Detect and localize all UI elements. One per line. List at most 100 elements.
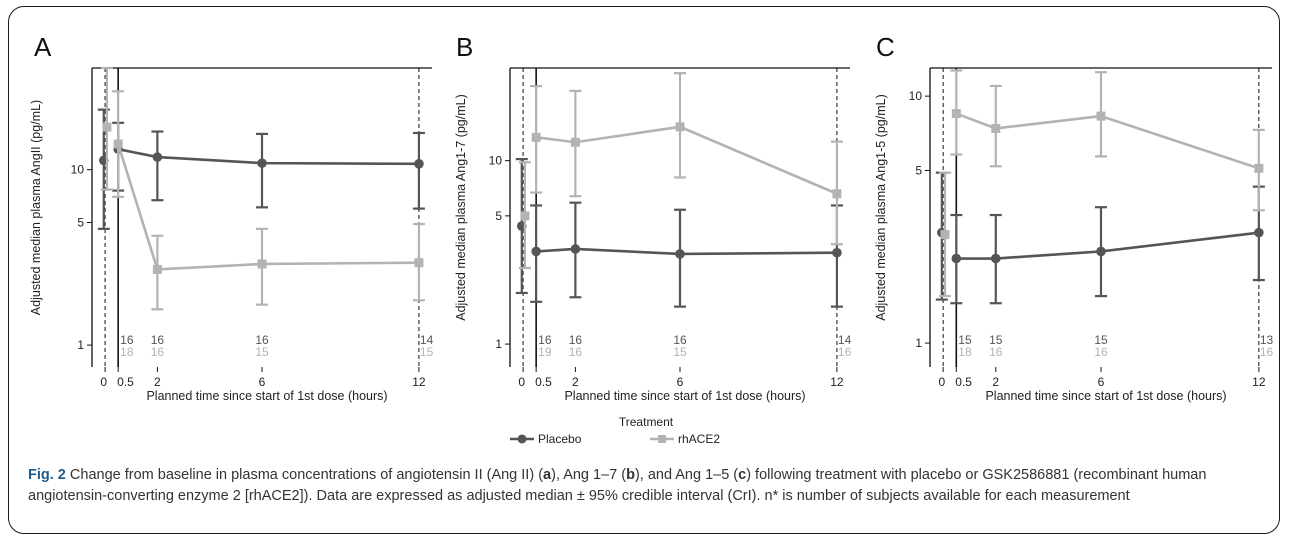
panel-b-point-rhace2	[520, 211, 530, 221]
panel-b-n-label-rhace2: 16	[569, 345, 583, 359]
panel-b-letter: B	[456, 32, 473, 62]
panel-a-point-placebo	[257, 158, 267, 168]
panel-c-point-placebo	[1254, 227, 1264, 238]
caption-panel-ref-c: c	[738, 467, 747, 483]
panel-a-point-placebo	[152, 152, 163, 162]
panel-b-n-label-placebo: 14	[838, 333, 852, 347]
panel-b-x-axis-title: Planned time since start of 1st dose (ho…	[564, 389, 805, 403]
panel-a-y-tick-label: 10	[71, 163, 85, 177]
panel-a-x-tick-label: 12	[412, 375, 426, 389]
caption-panel-ref-a: a	[543, 467, 552, 483]
panel-a-n-label-rhace2: 15	[420, 345, 434, 359]
panel-a-n-label-rhace2: 16	[151, 345, 165, 359]
panel-c-x-tick-label: 12	[1252, 375, 1266, 389]
panel-a-y-axis-title: Adjusted median plasma AngII (pg/mL)	[29, 100, 43, 315]
panel-c-n-label-placebo: 15	[989, 333, 1003, 347]
panel-b-x-tick-label: 12	[830, 375, 844, 389]
figure-caption: Fig. 2 Change from baseline in plasma co…	[28, 465, 1260, 507]
panel-a-y-tick-label: 1	[77, 338, 84, 352]
caption-text-1: Change from baseline in plasma concentra…	[65, 467, 544, 483]
panel-b-n-label-rhace2: 15	[673, 345, 687, 359]
panel-c-x-tick-label: 0.5	[955, 375, 972, 389]
panel-a-x-tick-label: 0	[100, 375, 107, 389]
caption-text-3: ), and Ang 1–5 (	[634, 467, 739, 483]
panel-c-point-placebo	[951, 253, 962, 264]
panel-b-x-tick-label: 2	[572, 375, 579, 389]
panel-a-x-tick-label: 2	[154, 375, 161, 389]
panel-c-point-rhace2	[1096, 111, 1106, 121]
panel-c-x-tick-label: 6	[1098, 375, 1105, 389]
panel-a-x-axis-title: Planned time since start of 1st dose (ho…	[146, 389, 387, 403]
panel-a-y-tick-label: 5	[77, 215, 84, 229]
panel-c-point-placebo	[1096, 246, 1106, 257]
caption-label: Fig. 2	[28, 467, 66, 483]
panel-a-point-placebo	[414, 159, 424, 169]
panel-b-x-tick-label: 0.5	[535, 375, 552, 389]
panel-b-y-axis-title: Adjusted median plasma Ang1-7 (pg/mL)	[454, 94, 468, 321]
panel-a-n-label-placebo: 16	[151, 333, 165, 347]
legend-marker-placebo	[517, 434, 527, 444]
legend-label-rhace2: rhACE2	[678, 432, 720, 446]
panel-c-n-label-rhace2: 16	[1094, 345, 1108, 359]
panel-a-point-rhace2	[113, 139, 123, 149]
panel-b-x-tick-label: 6	[677, 375, 684, 389]
panel-b-n-label-rhace2: 19	[538, 345, 552, 359]
panel-c-x-axis-title: Planned time since start of 1st dose (ho…	[985, 389, 1226, 403]
panel-a-n-label-placebo: 14	[420, 333, 434, 347]
caption-text-4: ) following treatment with placebo or GS…	[28, 467, 1207, 504]
panel-b-point-placebo	[531, 246, 541, 257]
panel-a-letter: A	[34, 32, 52, 62]
panel-b-n-label-placebo: 16	[538, 333, 552, 347]
panel-b-n-label-rhace2: 16	[838, 345, 852, 359]
panel-a-n-label-placebo: 16	[120, 333, 134, 347]
panel-c-n-label-placebo: 15	[958, 333, 972, 347]
legend-marker-rhace2	[658, 435, 666, 443]
panel-c-n-label-rhace2: 16	[989, 345, 1003, 359]
panel-b-n-label-placebo: 16	[569, 333, 583, 347]
panel-a-x-tick-label: 6	[259, 375, 266, 389]
figure-frame	[8, 6, 1280, 534]
panel-b-y-tick-label: 10	[489, 154, 503, 168]
panel-c-series-line-rhace2	[955, 112, 1260, 170]
panel-c-x-tick-label: 0	[938, 375, 945, 389]
panel-a-series-line-rhace2	[116, 143, 419, 271]
legend-label-placebo: Placebo	[538, 432, 582, 446]
panel-c-n-label-rhace2: 16	[1260, 345, 1274, 359]
panel-b-y-tick-label: 1	[495, 337, 502, 351]
panel-c-point-rhace2	[951, 109, 961, 119]
panel-b-point-rhace2	[832, 189, 842, 199]
panel-a-series-line-placebo	[117, 147, 419, 166]
panel-c-point-rhace2	[940, 230, 950, 240]
panel-c-n-label-placebo: 15	[1094, 333, 1108, 347]
panel-c-point-rhace2	[991, 123, 1001, 133]
panel-a-point-rhace2	[257, 259, 267, 269]
panel-b-n-label-placebo: 16	[673, 333, 687, 347]
panel-b-series-line-rhace2	[535, 125, 838, 195]
panel-a-point-rhace2	[102, 122, 112, 132]
panel-b-y-tick-label: 5	[495, 209, 502, 223]
panel-c-y-tick-label: 5	[915, 163, 922, 177]
panel-b-point-rhace2	[675, 122, 685, 132]
caption-panel-ref-b: b	[626, 467, 635, 483]
panel-b-x-tick-label: 0	[518, 375, 525, 389]
panel-a-n-label-rhace2: 18	[120, 345, 134, 359]
panel-c-letter: C	[876, 32, 895, 62]
panel-c-series-line-placebo	[956, 231, 1259, 260]
panel-c-x-tick-label: 2	[992, 375, 999, 389]
panel-b-series-line-placebo	[536, 247, 837, 256]
panel-a-point-rhace2	[152, 264, 162, 274]
panel-a-point-rhace2	[414, 258, 424, 268]
panel-b-point-placebo	[675, 249, 685, 259]
panel-b-point-placebo	[570, 244, 581, 254]
panel-c-point-rhace2	[1254, 163, 1264, 173]
panel-c-point-placebo	[990, 253, 1001, 264]
panel-b-point-placebo	[832, 247, 842, 258]
panel-b-point-rhace2	[570, 137, 580, 147]
panel-c-y-tick-label: 1	[915, 336, 922, 350]
panel-c-n-label-rhace2: 18	[958, 345, 972, 359]
panel-c-y-axis-title: Adjusted median plasma Ang1-5 (pg/mL)	[874, 94, 888, 321]
caption-text-2: ), Ang 1–7 (	[551, 467, 627, 483]
legend-title: Treatment	[619, 415, 674, 429]
panel-a-n-label-placebo: 16	[255, 333, 269, 347]
